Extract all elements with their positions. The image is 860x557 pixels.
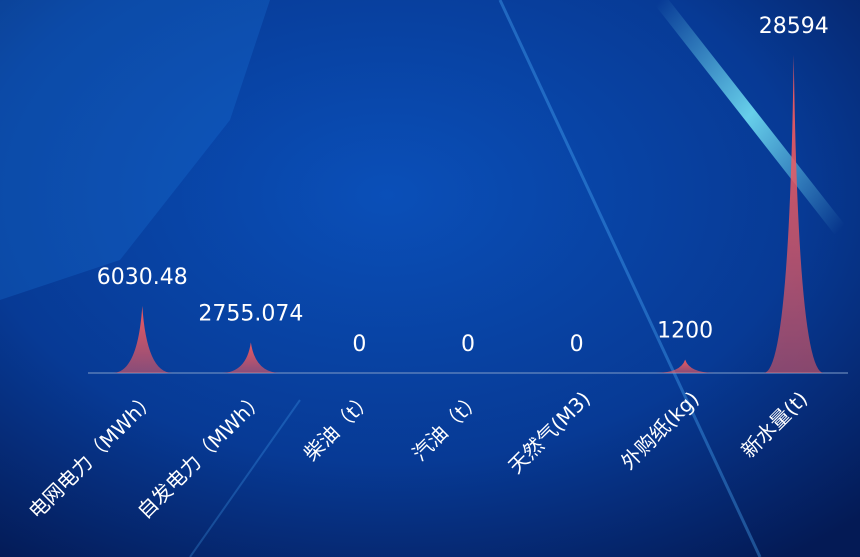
bar [763, 55, 824, 373]
value-label: 2755.074 [198, 301, 303, 326]
decor [0, 0, 270, 300]
value-label: 1200 [657, 319, 713, 344]
bar [655, 359, 716, 373]
decor [654, 0, 846, 235]
decor [189, 399, 301, 557]
bar [112, 305, 173, 373]
value-label: 0 [352, 332, 366, 357]
decor [498, 0, 762, 557]
value-label: 0 [570, 332, 584, 357]
value-label: 28594 [759, 14, 829, 39]
value-label: 6030.48 [97, 265, 188, 290]
bar [220, 342, 281, 373]
value-label: 0 [461, 332, 475, 357]
